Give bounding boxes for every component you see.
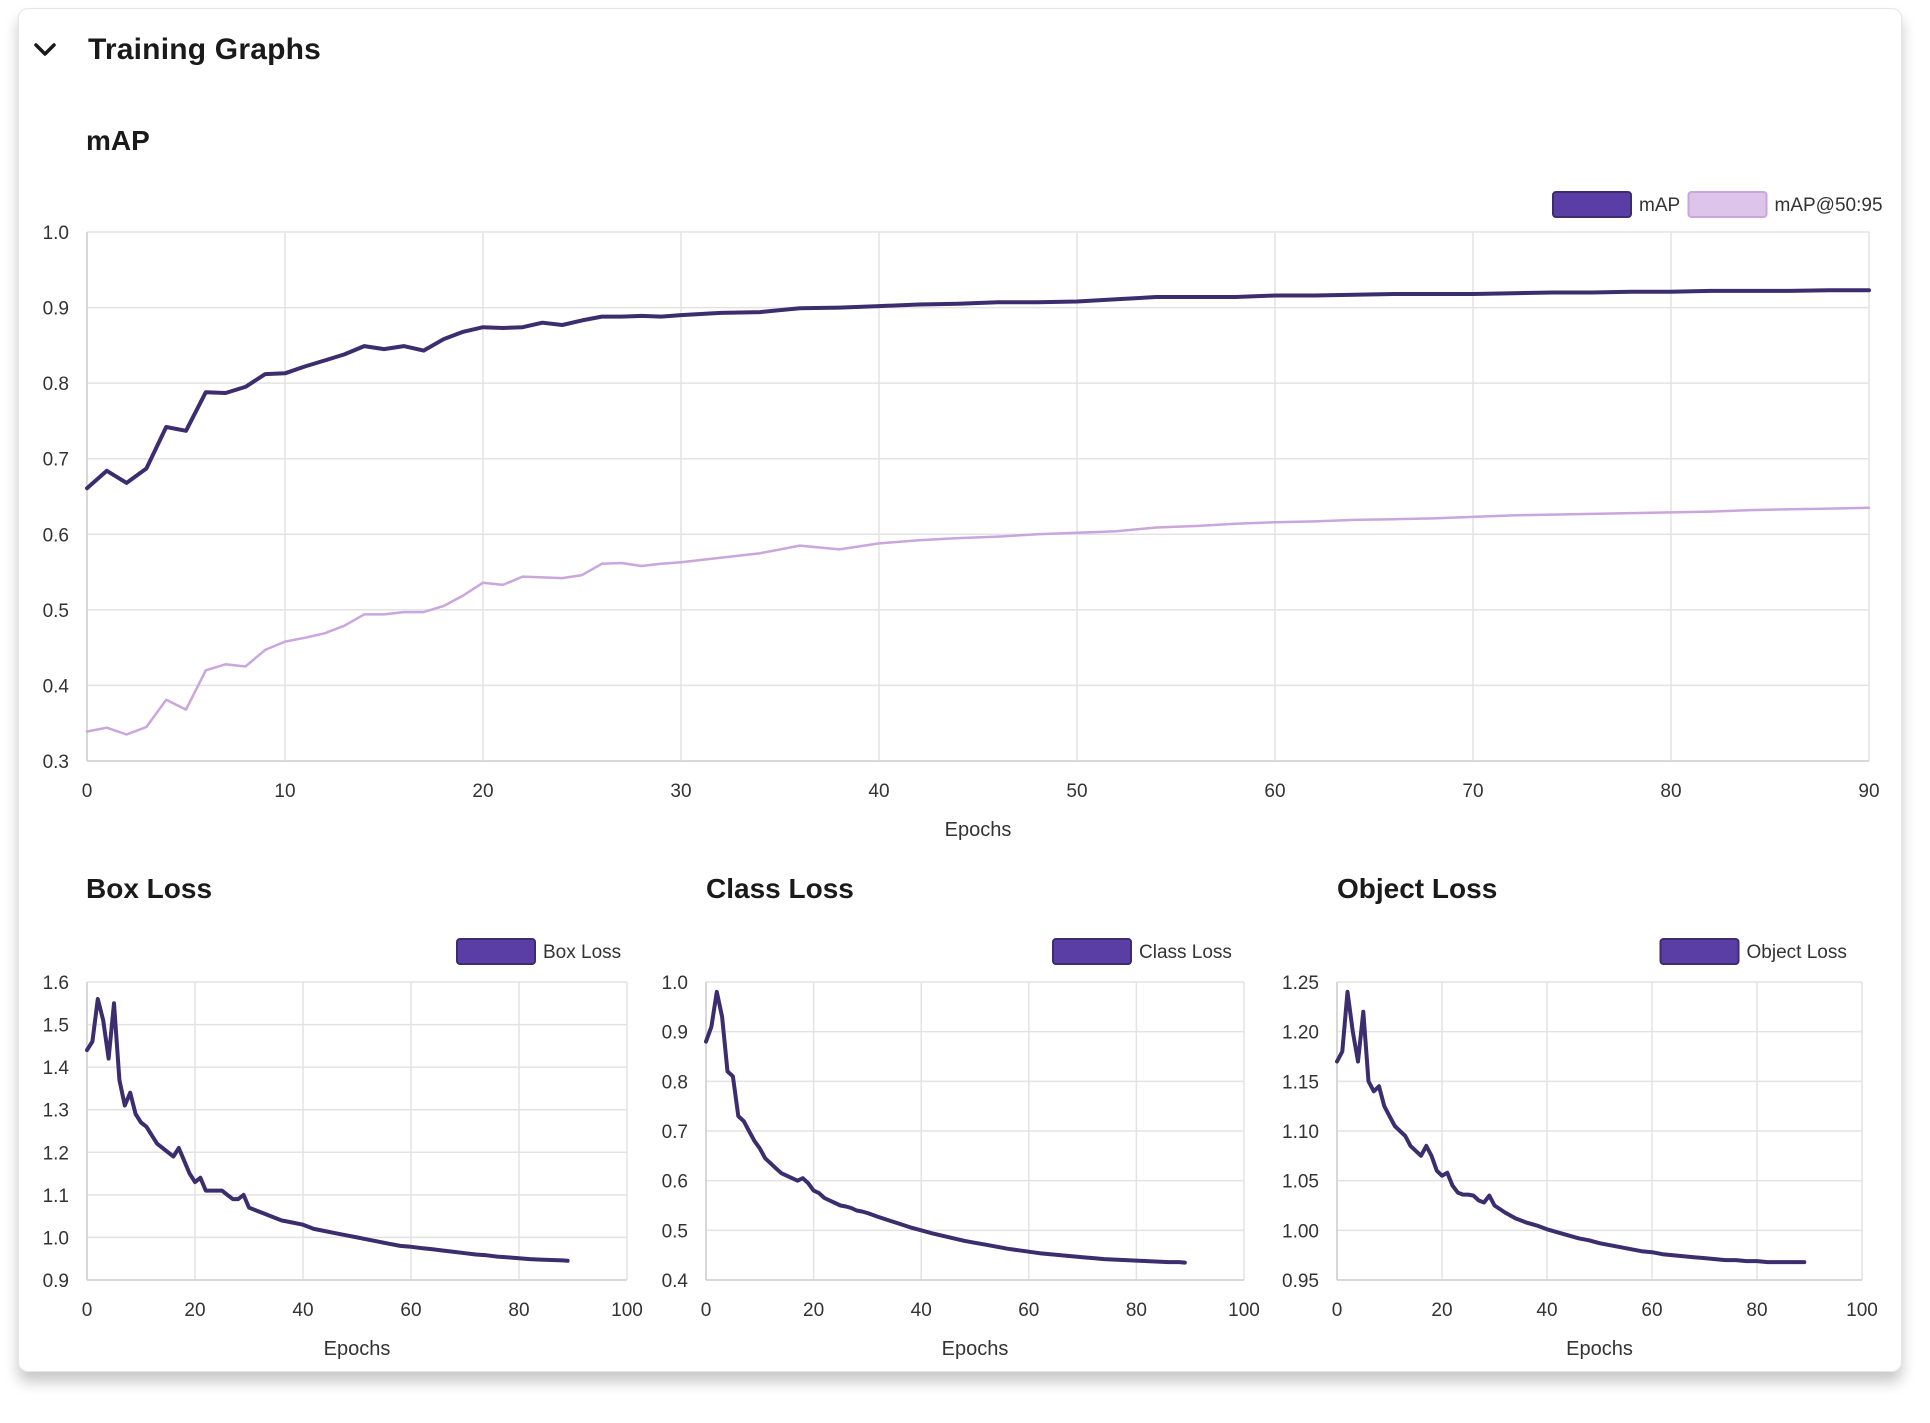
object-x-tick-label: 60	[1641, 1300, 1662, 1321]
box-y-tick-label: 1.3	[43, 1101, 69, 1122]
object-y-tick-label: 0.95	[1282, 1271, 1319, 1292]
map-x-tick-label: 10	[274, 781, 295, 802]
box-legend-label: Box Loss	[543, 942, 621, 963]
object-chart: 0 20 40 60 80 100 0.95 1.00 1.05 1.10 1.15 1.20 1.25…	[1282, 938, 1878, 1360]
map-x-tick-label: 60	[1264, 781, 1285, 802]
class-loss-chart-title: Class Loss	[706, 873, 854, 904]
object-legend-label: Object Loss	[1747, 942, 1847, 963]
map-y-tick-label: 0.7	[43, 450, 69, 471]
map-x-tick-label: 70	[1462, 781, 1483, 802]
map-x-tick-label: 50	[1066, 781, 1087, 802]
box-loss-chart-title: Box Loss	[86, 873, 213, 904]
class-y-tick-label: 1.0	[662, 973, 688, 994]
class-legend-swatch[interactable]	[1052, 938, 1132, 965]
object-x-tick-label: 80	[1746, 1300, 1767, 1321]
class-y-tick-label: 0.5	[662, 1221, 688, 1242]
map-x-tick-label: 80	[1660, 781, 1681, 802]
map-x-tick-label: 30	[670, 781, 691, 802]
object-x-tick-label: 20	[1431, 1300, 1452, 1321]
object-y-tick-label: 1.20	[1282, 1023, 1319, 1044]
map-legend-swatch[interactable]	[1687, 191, 1768, 218]
map-chart: 0 10 20 30 40 50 60 70 80 90 0.3 0.4 0.5 0.6 0.7 0.8 0.9…	[43, 191, 1883, 841]
object-y-tick-label: 1.10	[1282, 1122, 1319, 1143]
box-x-tick-label: 0	[82, 1300, 93, 1321]
map-y-tick-label: 0.5	[43, 601, 69, 622]
map-x-tick-label: 20	[472, 781, 493, 802]
map-y-tick-label: 1.0	[43, 223, 69, 244]
map-x-axis-label: Epochs	[945, 819, 1012, 841]
class-y-tick-label: 0.8	[662, 1072, 688, 1093]
box-y-tick-label: 1.1	[43, 1186, 69, 1207]
training-graphs-toggle[interactable]: Training Graphs	[30, 20, 321, 80]
map-x-tick-label: 0	[82, 781, 93, 802]
box-x-tick-label: 80	[508, 1300, 529, 1321]
section-title: Training Graphs	[88, 33, 322, 66]
chevron-down-icon	[34, 43, 56, 56]
class-x-tick-label: 40	[911, 1300, 932, 1321]
class-x-axis-label: Epochs	[942, 1338, 1009, 1360]
box-x-tick-label: 60	[400, 1300, 421, 1321]
object-y-tick-label: 1.05	[1282, 1172, 1319, 1193]
class-x-tick-label: 100	[1228, 1300, 1260, 1321]
map-y-tick-label: 0.4	[43, 676, 70, 697]
box-series-primary-line	[85, 997, 570, 1263]
class-series-primary-line	[704, 989, 1187, 1265]
map-legend-label: mAP	[1639, 195, 1680, 216]
object-y-tick-label: 1.15	[1282, 1072, 1319, 1093]
box-legend-swatch[interactable]	[456, 938, 536, 965]
class-y-tick-label: 0.7	[662, 1122, 688, 1143]
object-x-tick-label: 100	[1846, 1300, 1878, 1321]
object-loss-chart-title: Object Loss	[1337, 873, 1498, 904]
box-chart: 0 20 40 60 80 100 0.9 1.0 1.1 1.2 1.3 1.4 1.5 1.6 Epoc…	[43, 938, 643, 1360]
class-x-tick-label: 0	[701, 1300, 712, 1321]
map-y-tick-label: 0.6	[43, 525, 69, 546]
box-y-tick-label: 1.2	[43, 1143, 69, 1164]
map-legend-swatch[interactable]	[1552, 191, 1632, 218]
class-y-tick-label: 0.4	[662, 1271, 689, 1292]
class-y-tick-label: 0.9	[662, 1023, 688, 1044]
training-graphs-panel	[18, 8, 1902, 1372]
map-legend-label: mAP@50:95	[1775, 195, 1883, 216]
object-y-tick-label: 1.00	[1282, 1221, 1319, 1242]
box-x-tick-label: 20	[184, 1300, 205, 1321]
box-y-tick-label: 1.5	[43, 1016, 69, 1037]
class-x-tick-label: 80	[1126, 1300, 1147, 1321]
object-legend-swatch[interactable]	[1659, 938, 1740, 965]
map-series-secondary-line	[85, 506, 1871, 736]
map-chart-title: mAP	[86, 125, 150, 156]
map-series-primary-line	[85, 288, 1871, 491]
object-series-primary-line	[1335, 989, 1807, 1265]
box-y-tick-label: 0.9	[43, 1271, 69, 1292]
class-x-tick-label: 20	[803, 1300, 824, 1321]
box-x-tick-label: 40	[292, 1300, 313, 1321]
box-x-axis-label: Epochs	[324, 1338, 391, 1360]
box-y-tick-label: 1.0	[43, 1228, 69, 1249]
map-x-tick-label: 90	[1858, 781, 1879, 802]
map-y-tick-label: 0.9	[43, 299, 69, 320]
object-x-axis-label: Epochs	[1566, 1338, 1633, 1360]
box-y-tick-label: 1.4	[43, 1058, 70, 1079]
class-chart: 0 20 40 60 80 100 0.4 0.5 0.6 0.7 0.8 0.9 1.0 Epochs C…	[662, 938, 1260, 1360]
box-x-tick-label: 100	[611, 1300, 643, 1321]
object-x-tick-label: 40	[1536, 1300, 1557, 1321]
box-y-tick-label: 1.6	[43, 973, 69, 994]
class-x-tick-label: 60	[1018, 1300, 1039, 1321]
object-y-tick-label: 1.25	[1282, 973, 1319, 994]
map-y-tick-label: 0.3	[43, 752, 69, 773]
object-x-tick-label: 0	[1332, 1300, 1343, 1321]
map-y-tick-label: 0.8	[43, 374, 69, 395]
class-y-tick-label: 0.6	[662, 1172, 688, 1193]
map-x-tick-label: 40	[868, 781, 889, 802]
class-legend-label: Class Loss	[1139, 942, 1232, 963]
